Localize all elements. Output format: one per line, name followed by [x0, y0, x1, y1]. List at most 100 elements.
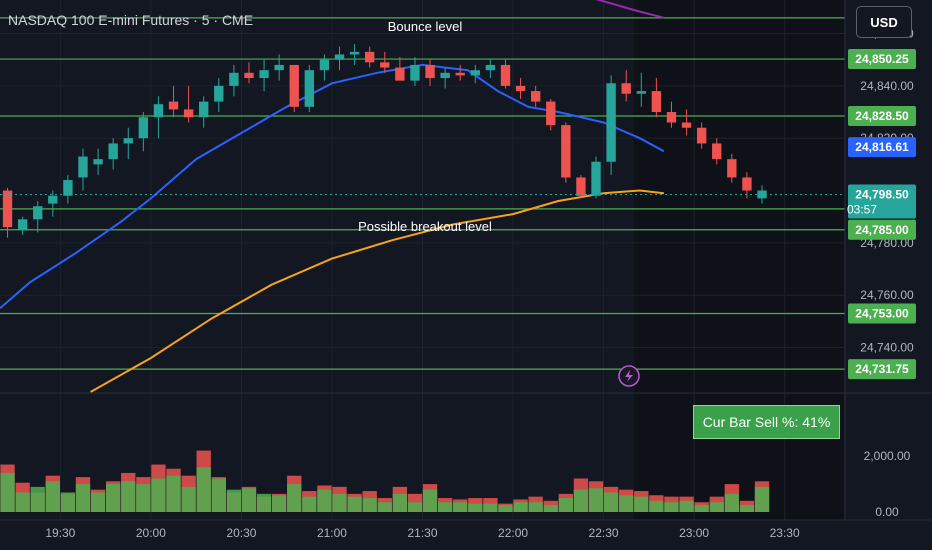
price-label-box — [848, 184, 916, 219]
candle-body — [319, 59, 330, 71]
volume-bar-buy — [483, 503, 498, 512]
volume-bar-buy — [679, 500, 694, 512]
candle-body — [199, 101, 209, 118]
volume-bar-buy — [724, 493, 739, 512]
lightning-icon[interactable] — [618, 365, 640, 387]
candle-body — [425, 64, 435, 79]
time-tick-label: 21:00 — [317, 526, 347, 540]
candle-body — [606, 83, 616, 162]
volume-bar-buy — [302, 496, 317, 512]
ma-slow-line — [90, 189, 665, 393]
volume-bar-buy — [513, 502, 528, 512]
volume-bar-buy — [754, 486, 770, 512]
candle-body — [334, 54, 345, 60]
price-label-text: 24,828.50 — [855, 109, 909, 123]
volume-bar-buy — [468, 503, 483, 512]
volume-bar-buy — [121, 481, 136, 512]
candle-body — [470, 70, 480, 76]
candle-body — [2, 190, 13, 228]
volume-bar-buy — [739, 505, 755, 512]
price-label-text: 24,816.61 — [855, 140, 909, 154]
ma-fast-line — [0, 63, 665, 310]
volume-bar-buy — [422, 489, 438, 512]
candle-body — [304, 70, 315, 107]
volume-bar-buy — [0, 472, 15, 512]
candle-body — [365, 51, 375, 63]
countdown-text: 03:57 — [847, 202, 877, 216]
candle-body — [591, 161, 601, 196]
volume-tick-label: 0.00 — [875, 505, 899, 519]
price-label-text: 24,731.75 — [855, 362, 909, 376]
time-axis[interactable]: 19:30 20:00 20:30 21:00 21:30 22:00 22:30 23:00… — [45, 526, 800, 540]
price-tick-label: 24,840.00 — [860, 79, 914, 93]
candle-body — [48, 195, 58, 204]
price-tick-label: 24,740.00 — [860, 341, 914, 355]
volume-bar-buy — [619, 495, 634, 512]
candle-body — [78, 156, 88, 178]
candle-body — [546, 101, 556, 126]
volume-bar-buy — [694, 505, 709, 512]
candle-body — [757, 190, 767, 199]
time-tick-label: 19:30 — [45, 526, 75, 540]
price-tick-label: 24,760.00 — [860, 288, 914, 302]
future-area — [634, 0, 844, 520]
candle-body — [712, 143, 722, 160]
candle-body — [380, 62, 390, 68]
ma-top-line — [595, 0, 665, 19]
volume-bar-buy — [453, 502, 468, 512]
volume-bar-buy — [271, 495, 287, 512]
candle-body — [515, 85, 526, 92]
candle-body — [108, 143, 118, 160]
volume-bar-buy — [136, 484, 151, 512]
volume-bar-buy — [377, 502, 392, 512]
candle-body — [229, 72, 239, 86]
volume-bar-buy — [407, 502, 423, 512]
candle-body — [576, 177, 586, 196]
candle-body — [455, 72, 465, 76]
time-tick-label: 20:00 — [136, 526, 166, 540]
volume-bar-buy — [226, 489, 242, 512]
chart-title: NASDAQ 100 E-mini Futures · 5 · CME — [8, 12, 254, 28]
price-label-text: 24,785.00 — [855, 223, 909, 237]
volume-bar-buy — [603, 492, 619, 512]
time-tick-label: 23:00 — [679, 526, 709, 540]
volume-bar-buy — [347, 496, 362, 512]
volume-bar-buy — [166, 475, 181, 512]
annotation-bounce: Bounce level — [388, 19, 463, 34]
volume-bar-buy — [528, 502, 543, 512]
candle-body — [33, 206, 43, 220]
volume-bar-buy — [287, 484, 302, 512]
candle-body — [244, 72, 254, 79]
candle-body — [274, 64, 284, 71]
price-axis-background — [845, 0, 932, 550]
moving-averages — [0, 0, 665, 393]
volume-bar-buy — [90, 492, 106, 512]
price-label-box — [848, 137, 916, 158]
volume-bar-buy — [60, 492, 76, 512]
candle-body — [666, 112, 677, 123]
candle-body — [93, 159, 103, 165]
candle-body — [183, 109, 194, 118]
price-label-box — [848, 105, 916, 126]
currency-button[interactable]: USD — [856, 6, 912, 38]
candle-body — [727, 159, 737, 178]
candle-body — [696, 127, 707, 144]
time-tick-label: 21:30 — [407, 526, 437, 540]
volume-bar-buy — [181, 486, 196, 512]
candle-body — [485, 64, 496, 71]
candle-body — [153, 104, 164, 118]
candles — [2, 44, 767, 238]
price-labels: 24,850.25 24,828.50 24,816.61 24,798.5003:5… — [847, 49, 916, 380]
volume-bar-buy — [241, 488, 257, 512]
candle-body — [500, 64, 511, 86]
candle-body — [349, 51, 360, 55]
volume-bar-buy — [151, 478, 166, 512]
volume-tick-label: 2,000.00 — [864, 449, 911, 463]
candle-body — [168, 101, 179, 110]
price-label-box — [848, 49, 916, 70]
volume-bar-buy — [45, 481, 60, 512]
candle-body — [259, 70, 269, 79]
volume-bar-buy — [30, 486, 45, 512]
candle-body — [17, 219, 28, 230]
